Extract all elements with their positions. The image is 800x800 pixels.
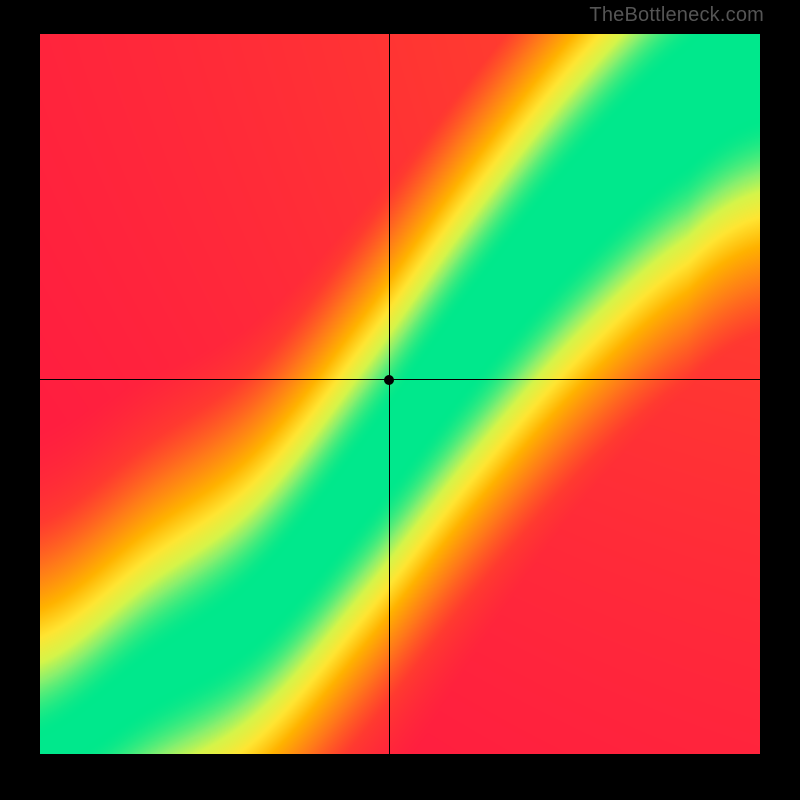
crosshair-marker bbox=[384, 375, 394, 385]
plot-area bbox=[40, 34, 760, 754]
crosshair-vertical bbox=[389, 34, 390, 754]
crosshair-horizontal bbox=[40, 379, 760, 380]
watermark-text: TheBottleneck.com bbox=[589, 4, 764, 27]
heatmap-canvas bbox=[40, 34, 760, 754]
chart-container: TheBottleneck.com bbox=[0, 0, 800, 800]
